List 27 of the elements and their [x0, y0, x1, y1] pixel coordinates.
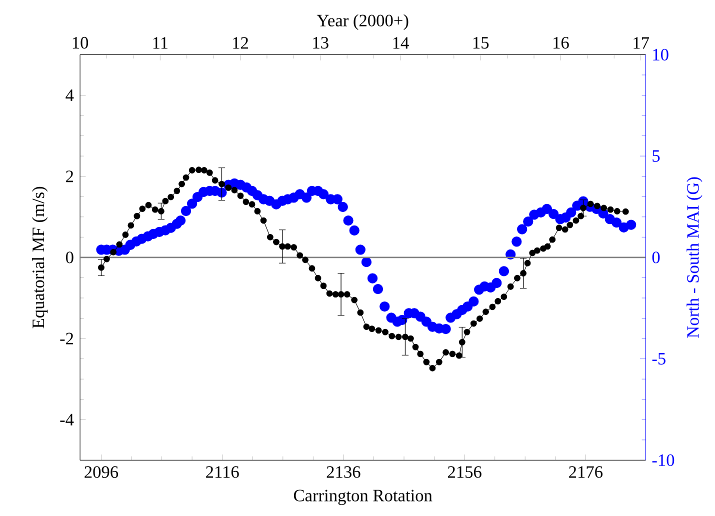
x2-axis-title: Year (2000+) [316, 14, 408, 30]
x2-tick-label: 17 [634, 37, 650, 49]
x2-tick-label: 11 [153, 37, 168, 49]
x-tick-label: 2116 [206, 466, 239, 478]
y2-tick-label: 0 [652, 251, 660, 264]
y-axis-title: Equatorial MF (m/s) [32, 186, 48, 328]
x2-tick-label: 12 [233, 37, 248, 49]
x-axis-title: Carrington Rotation [294, 490, 432, 505]
y-tick-label: -2 [60, 332, 74, 344]
x-tick-label: 2096 [84, 466, 118, 478]
x2-tick-label: 10 [72, 36, 88, 49]
y2-axis-title: North - South MAI (G) [686, 177, 702, 338]
x2-tick-label: 16 [554, 36, 569, 49]
x-tick-label: 2136 [326, 466, 360, 478]
y-tick-label: -4 [60, 414, 74, 426]
y-tick-label: 4 [66, 89, 74, 101]
x-tick-label: 2156 [448, 466, 482, 478]
x2-tick-label: 15 [473, 36, 489, 49]
y-tick-label: 2 [66, 170, 74, 182]
x2-tick-label: 14 [393, 37, 409, 49]
x-tick-label: 2176 [569, 466, 603, 478]
y2-tick-label: 5 [652, 150, 660, 162]
y-tick-label: 0 [66, 251, 74, 264]
y2-tick-label: -5 [652, 352, 666, 364]
y2-tick-label: 10 [653, 48, 668, 60]
y2-tick-label: -10 [652, 454, 674, 466]
x2-tick-label: 13 [313, 36, 328, 49]
